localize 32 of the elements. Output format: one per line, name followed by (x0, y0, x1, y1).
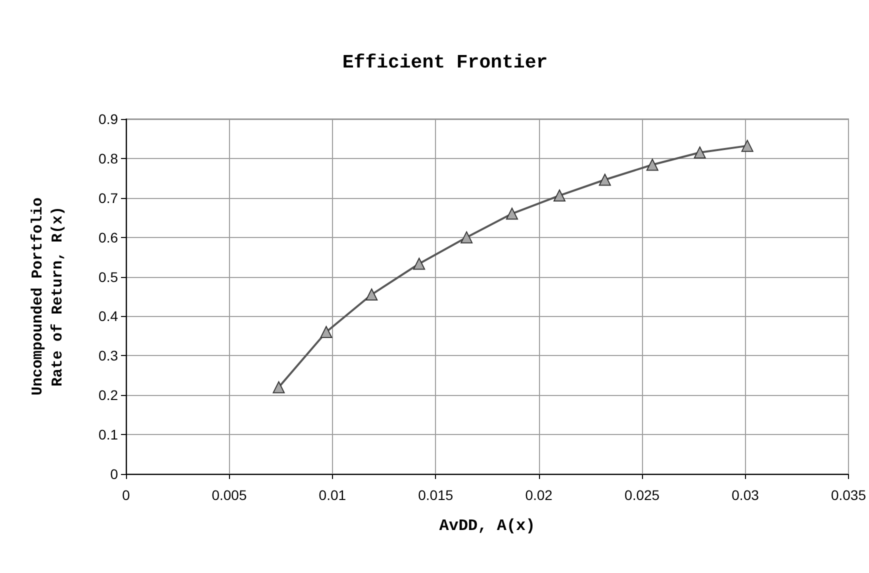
point (320, 326, 332, 338)
x-tick-label: 0.03 (732, 487, 760, 503)
x-tick-label: 0 (122, 487, 130, 503)
x-tick-label: 0.01 (318, 487, 346, 503)
y-tick-label: 0.6 (98, 229, 118, 246)
x-tick-label: 0.005 (212, 487, 247, 503)
point (506, 208, 518, 220)
y-tick-label: 0 (110, 466, 118, 482)
y-axis-title: Uncompounded Portfolio Rate of Return, R(x) (30, 197, 66, 396)
point (741, 140, 754, 152)
point (272, 381, 285, 394)
y-tick-label: 0.3 (98, 348, 118, 364)
point (413, 258, 426, 270)
point (646, 158, 658, 171)
point (460, 231, 473, 244)
x-tick-label: 0.025 (624, 487, 660, 503)
chart-title: Efficient Frontier (342, 52, 548, 74)
y-tick-label: 0.2 (98, 387, 118, 404)
y-tick-label: 0.5 (98, 268, 118, 285)
x-axis-title: AvDD, A(x) (439, 517, 536, 535)
y-tick-label: 0.8 (98, 150, 118, 166)
y-tick-label: 0.4 (98, 308, 118, 324)
x-tick-label: 0.035 (830, 487, 866, 503)
point (694, 146, 706, 159)
point (553, 190, 566, 202)
y-tick-label: 0.1 (98, 426, 118, 443)
point (598, 174, 611, 186)
x-tick-label: 0.015 (418, 487, 454, 503)
y-tick-label: 0.7 (98, 190, 118, 206)
point (366, 288, 378, 301)
y-tick-label: 0.9 (98, 111, 118, 127)
x-tick-label: 0.02 (525, 487, 553, 503)
